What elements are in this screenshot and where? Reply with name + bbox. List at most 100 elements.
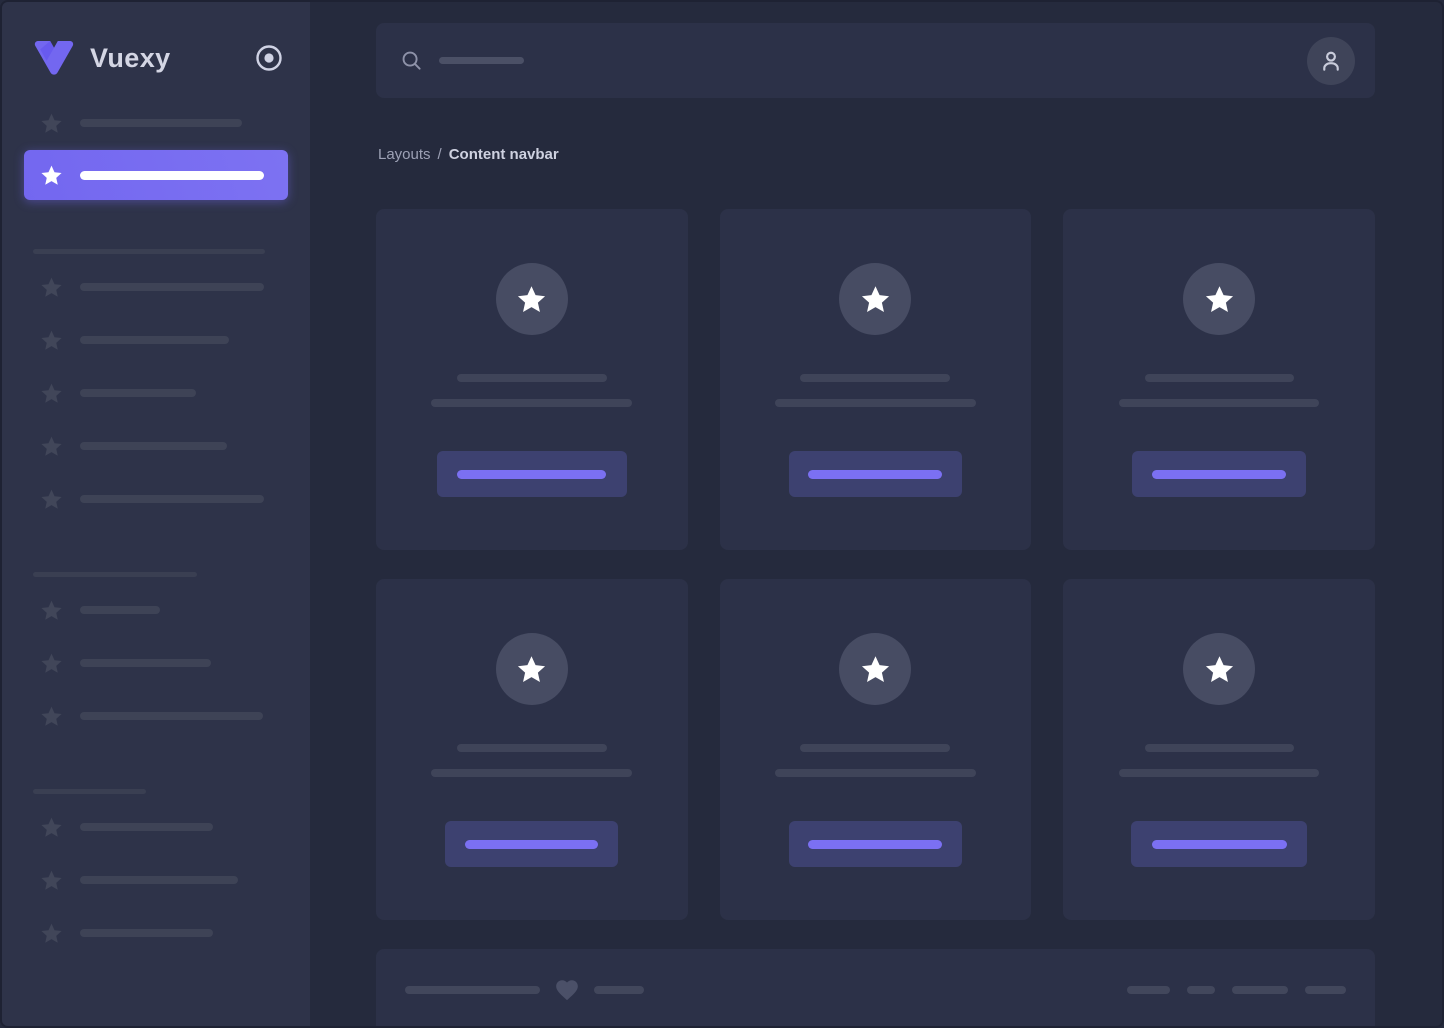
menu-item-label-bar	[80, 606, 160, 614]
skeleton-bar	[1119, 399, 1320, 407]
menu-item-label-bar	[80, 389, 196, 397]
sidebar-item[interactable]	[40, 922, 288, 944]
menu-item-label-bar	[80, 929, 213, 937]
menu-section-header	[33, 789, 310, 794]
placeholder-card	[719, 209, 1032, 550]
sidebar-item[interactable]	[40, 329, 288, 351]
card-avatar-circle	[839, 263, 912, 335]
heart-icon	[554, 977, 580, 1003]
skeleton-bar	[456, 744, 607, 752]
star-icon	[40, 382, 63, 405]
card-avatar-circle	[1183, 263, 1256, 335]
star-icon	[40, 435, 63, 458]
sidebar-item[interactable]	[40, 276, 288, 298]
placeholder-card	[719, 579, 1032, 920]
card-button[interactable]	[1131, 821, 1308, 867]
star-icon	[40, 276, 63, 299]
search-placeholder-bar	[439, 57, 524, 64]
menu-item-label-bar	[80, 876, 238, 884]
star-icon	[40, 705, 63, 728]
placeholder-card	[1063, 579, 1375, 920]
skeleton-bar	[405, 986, 540, 994]
skeleton-bar	[1144, 744, 1294, 752]
skeleton-bar	[456, 374, 607, 382]
footer-link-bar	[1305, 986, 1346, 994]
sidebar-item[interactable]	[40, 705, 288, 727]
button-label-bar	[808, 469, 943, 479]
card-button[interactable]	[788, 451, 962, 497]
star-icon	[860, 284, 891, 315]
footer-link-bar	[1232, 986, 1288, 994]
button-label-bar	[1152, 469, 1287, 479]
star-icon	[40, 599, 63, 622]
placeholder-card	[376, 579, 688, 920]
skeleton-bar	[431, 399, 633, 407]
breadcrumb-separator: /	[437, 145, 442, 163]
skeleton-bar	[774, 399, 976, 407]
sidebar-item[interactable]	[40, 816, 288, 838]
menu-item-label-bar	[80, 119, 242, 127]
placeholder-card	[376, 209, 688, 550]
footer-link-bar	[1187, 986, 1215, 994]
sidebar-item[interactable]	[40, 382, 288, 404]
sidebar-item[interactable]	[40, 488, 288, 510]
sidebar-pin-toggle-icon[interactable]	[255, 44, 283, 72]
star-icon	[1204, 284, 1235, 315]
breadcrumb: Layouts / Content navbar	[378, 143, 1375, 165]
star-icon	[516, 654, 547, 685]
card-avatar-circle	[1183, 633, 1256, 705]
card-avatar-circle	[495, 633, 568, 705]
section-header-bar	[33, 572, 197, 577]
card-avatar-circle	[495, 263, 568, 335]
user-avatar[interactable]	[1307, 36, 1355, 85]
section-header-bar	[33, 249, 265, 254]
card-button[interactable]	[1132, 451, 1307, 497]
menu-item-label-bar	[80, 823, 213, 831]
menu-item-label-bar	[80, 170, 264, 180]
breadcrumb-parent[interactable]: Layouts	[378, 145, 431, 163]
app-logo-title: Vuexy	[90, 42, 171, 73]
star-icon	[40, 922, 63, 945]
sidebar-item[interactable]	[40, 652, 288, 674]
top-navbar	[376, 23, 1375, 98]
sidebar-item[interactable]	[40, 869, 288, 891]
skeleton-bar	[800, 374, 951, 382]
menu-section-header	[33, 249, 310, 254]
menu-item-label-bar	[80, 442, 227, 450]
star-icon	[40, 112, 63, 135]
skeleton-bar	[800, 744, 951, 752]
star-icon	[40, 488, 63, 511]
search-input[interactable]	[524, 23, 1307, 98]
skeleton-bar	[774, 769, 976, 777]
breadcrumb-current: Content navbar	[448, 145, 559, 163]
section-header-bar	[33, 789, 146, 794]
button-label-bar	[1151, 839, 1287, 849]
skeleton-bar	[594, 986, 644, 994]
sidebar-item[interactable]	[40, 435, 288, 457]
star-icon	[40, 329, 63, 352]
star-icon	[860, 654, 891, 685]
button-label-bar	[457, 469, 607, 479]
vuexy-logo-icon	[33, 39, 75, 77]
card-button[interactable]	[445, 821, 619, 867]
card-avatar-circle	[839, 633, 912, 705]
skeleton-bar	[1144, 374, 1294, 382]
menu-item-label-bar	[80, 712, 263, 720]
star-icon	[516, 284, 547, 315]
star-icon	[40, 816, 63, 839]
menu-item-label-bar	[80, 336, 229, 344]
sidebar-item-active[interactable]	[24, 150, 288, 200]
search-icon[interactable]	[400, 49, 423, 72]
card-button[interactable]	[788, 821, 962, 867]
placeholder-card	[1063, 209, 1375, 550]
sidebar-item[interactable]	[40, 599, 288, 621]
sidebar-item[interactable]	[40, 112, 288, 134]
sidebar: Vuexy	[2, 2, 310, 1026]
card-button[interactable]	[436, 451, 627, 497]
star-icon	[40, 164, 63, 187]
menu-item-label-bar	[80, 283, 264, 291]
footer-link-bar	[1127, 986, 1170, 994]
footer-links	[1127, 986, 1346, 994]
button-label-bar	[465, 839, 599, 849]
